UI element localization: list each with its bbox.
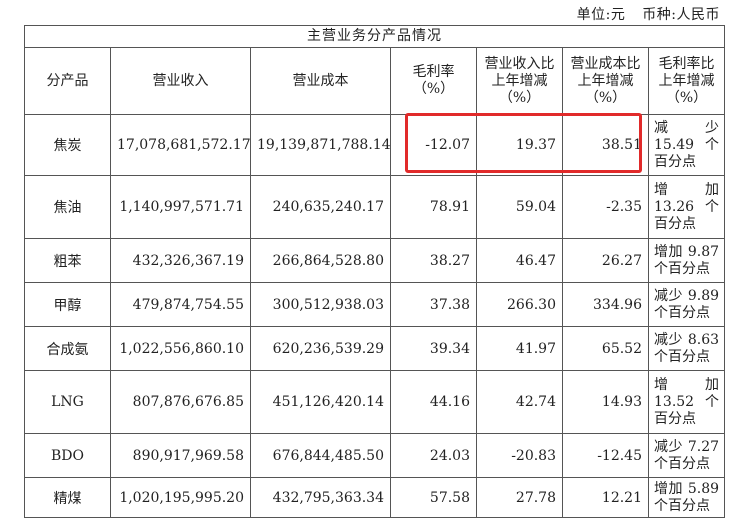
unit-label: 单位:元 <box>576 7 626 23</box>
cell-cost: 451,126,420.14 <box>250 370 391 434</box>
table-row: 焦炭 17,078,681,572.17 19,139,871,788.14 -12.… <box>24 114 726 176</box>
cell-margin-change: 增加13.26个百分点 <box>647 175 726 239</box>
cell-cost-change: -12.45 <box>562 433 649 478</box>
cell-cost: 432,795,363.34 <box>250 477 391 518</box>
table-row: BDO 890,917,969.58 676,844,485.50 24.03 -20.… <box>24 433 726 478</box>
cell-cost: 19,139,871,788.14 <box>250 114 391 176</box>
cell-margin: 78.91 <box>390 175 477 239</box>
cell-cost-change: 38.51 <box>562 114 649 176</box>
cell-revenue: 1,020,195,995.20 <box>110 477 251 518</box>
cell-cost: 620,236,539.29 <box>250 326 391 371</box>
cell-margin: -12.07 <box>390 114 477 176</box>
cell-margin-change: 增加13.52个百分点 <box>647 370 726 434</box>
header-cost: 营业成本 <box>250 47 391 115</box>
cell-margin-change: 减少 7.27个百分点 <box>647 433 726 478</box>
cell-revenue-change: 27.78 <box>476 477 563 518</box>
cell-revenue-change: -20.83 <box>476 433 563 478</box>
cell-margin: 57.58 <box>390 477 477 518</box>
cell-cost-change: 26.27 <box>562 238 649 283</box>
cell-revenue-change: 46.47 <box>476 238 563 283</box>
table-row: LNG 807,876,676.85 451,126,420.14 44.16 42.7… <box>24 370 726 434</box>
cell-margin-change: 减少 8.63个百分点 <box>647 326 726 371</box>
cell-margin: 24.03 <box>390 433 477 478</box>
cell-product: 焦炭 <box>24 114 111 176</box>
cell-cost: 300,512,938.03 <box>250 282 391 327</box>
cell-cost: 676,844,485.50 <box>250 433 391 478</box>
cell-revenue-change: 41.97 <box>476 326 563 371</box>
cell-product: 粗苯 <box>24 238 111 283</box>
cell-cost-change: -2.35 <box>562 175 649 239</box>
cell-revenue: 807,876,676.85 <box>110 370 251 434</box>
table-row: 精煤 1,020,195,995.20 432,795,363.34 57.58 27.… <box>24 477 726 518</box>
cell-product: 精煤 <box>24 477 111 518</box>
unit-line: 单位:元 币种:人民币 <box>565 4 720 24</box>
cell-revenue: 1,022,556,860.10 <box>110 326 251 371</box>
cell-margin: 44.16 <box>390 370 477 434</box>
cell-product: 合成氨 <box>24 326 111 371</box>
cell-cost: 266,864,528.80 <box>250 238 391 283</box>
cell-revenue: 479,874,754.55 <box>110 282 251 327</box>
cell-margin: 39.34 <box>390 326 477 371</box>
table-row: 合成氨 1,022,556,860.10 620,236,539.29 39.34 41… <box>24 326 726 371</box>
cell-margin-change: 增加 5.89个百分点 <box>647 477 726 518</box>
cell-cost-change: 65.52 <box>562 326 649 371</box>
cell-cost-change: 12.21 <box>562 477 649 518</box>
cell-revenue-change: 42.74 <box>476 370 563 434</box>
cell-cost-change: 334.96 <box>562 282 649 327</box>
table-title: 主营业务分产品情况 <box>23 25 726 48</box>
cell-revenue: 1,140,997,571.71 <box>110 175 251 239</box>
currency-label: 币种:人民币 <box>642 7 720 23</box>
product-revenue-table: 主营业务分产品情况 分产品 营业收入 营业成本 毛利率（%） 营业收入比上年增减… <box>23 25 726 518</box>
cell-revenue-change: 59.04 <box>476 175 563 239</box>
cell-revenue: 432,326,367.19 <box>110 238 251 283</box>
table-title-row: 主营业务分产品情况 <box>23 25 726 48</box>
header-margin: 毛利率（%） <box>390 47 477 115</box>
cell-margin: 37.38 <box>390 282 477 327</box>
table-row: 甲醇 479,874,754.55 300,512,938.03 37.38 266.3… <box>24 282 726 327</box>
cell-revenue: 17,078,681,572.17 <box>110 114 251 176</box>
header-cost-change: 营业成本比上年增减（%） <box>562 47 649 115</box>
cell-margin: 38.27 <box>390 238 477 283</box>
table-header-row: 分产品 营业收入 营业成本 毛利率（%） 营业收入比上年增减（%） 营业成本比上… <box>24 47 726 115</box>
cell-product: 甲醇 <box>24 282 111 327</box>
cell-product: 焦油 <box>24 175 111 239</box>
cell-product: BDO <box>24 433 111 478</box>
header-product: 分产品 <box>24 47 111 115</box>
header-revenue: 营业收入 <box>110 47 251 115</box>
header-margin-change: 毛利率比上年增减（%） <box>647 47 726 115</box>
table-row: 粗苯 432,326,367.19 266,864,528.80 38.27 46.47… <box>24 238 726 283</box>
cell-margin-change: 减少 9.89个百分点 <box>647 282 726 327</box>
cell-cost-change: 14.93 <box>562 370 649 434</box>
cell-revenue-change: 266.30 <box>476 282 563 327</box>
cell-product: LNG <box>24 370 111 434</box>
cell-margin-change: 增加 9.87个百分点 <box>647 238 726 283</box>
cell-revenue: 890,917,969.58 <box>110 433 251 478</box>
cell-revenue-change: 19.37 <box>476 114 563 176</box>
table-body: 焦炭 17,078,681,572.17 19,139,871,788.14 -12.… <box>24 114 726 518</box>
cell-margin-change: 减少15.49个百分点 <box>647 114 726 176</box>
cell-cost: 240,635,240.17 <box>250 175 391 239</box>
header-revenue-change: 营业收入比上年增减（%） <box>476 47 563 115</box>
table-row: 焦油 1,140,997,571.71 240,635,240.17 78.91 59.… <box>24 175 726 239</box>
